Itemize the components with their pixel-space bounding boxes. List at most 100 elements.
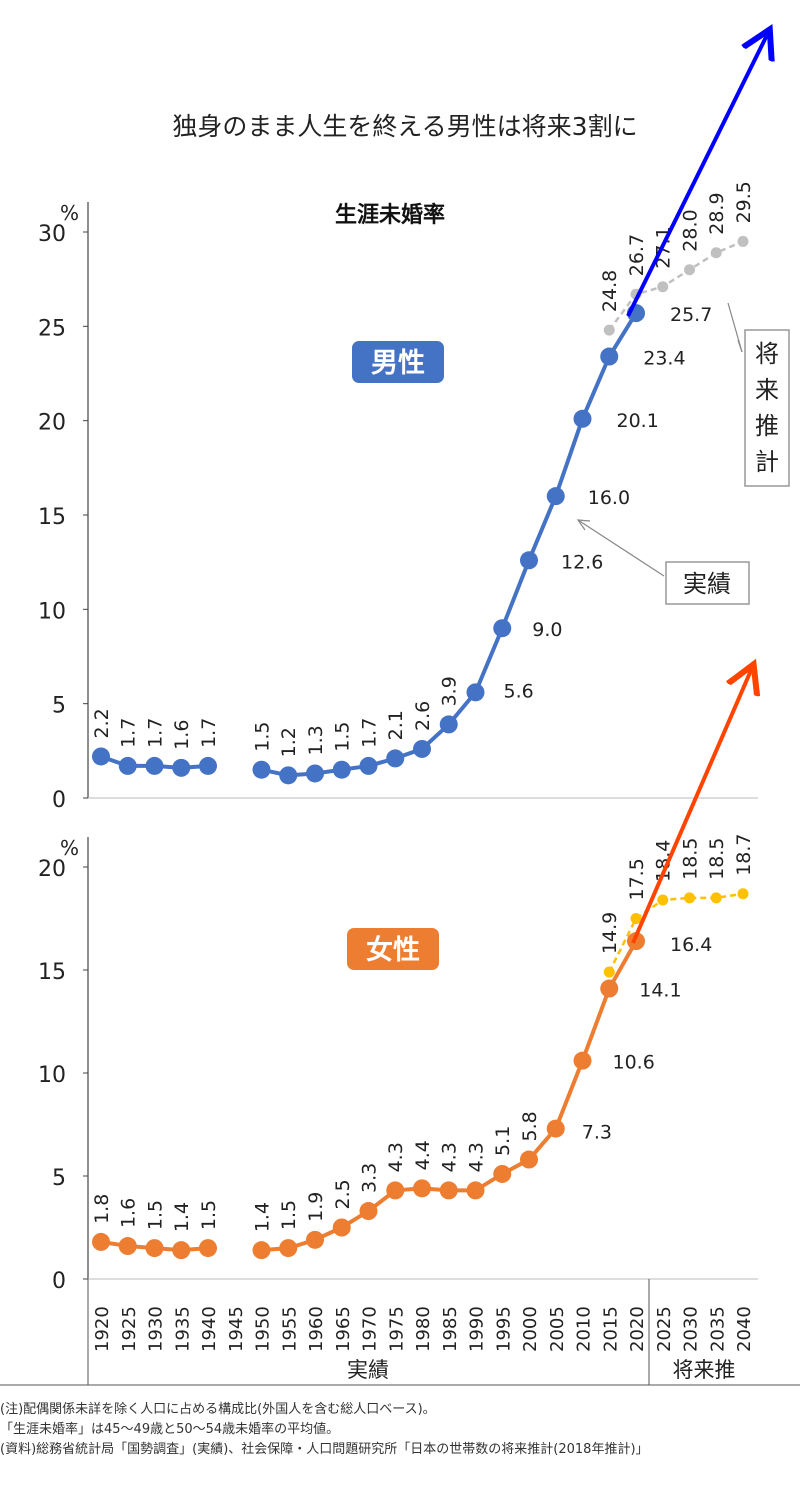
projection-legend-char: 将: [755, 340, 779, 368]
female-actual-point: [439, 1181, 458, 1200]
female-actual-point: [627, 932, 645, 951]
x-tick-label: 1920: [92, 1306, 113, 1352]
female-data-label: 4.3: [439, 1142, 461, 1172]
female-actual-point: [145, 1239, 164, 1258]
notes: (注)配偶関係未詳を除く人口に占める構成比(外国人を含む総人口ベース)。 「生涯…: [0, 1400, 800, 1460]
male-data-label: 1.5: [332, 721, 354, 751]
male-data-label: 1.5: [252, 721, 274, 751]
actual-legend-pointer: [577, 519, 665, 577]
x-tick-label: 1980: [413, 1306, 434, 1352]
female-actual-point: [546, 1119, 565, 1138]
female-y-tick-label: 5: [52, 1166, 66, 1191]
x-tick-label: 2025: [654, 1306, 675, 1352]
male-data-label: 3.9: [439, 676, 461, 706]
female-y-tick-label: 10: [38, 1063, 66, 1088]
male-actual-point: [199, 756, 217, 775]
male-actual-point: [252, 760, 271, 779]
female-data-label: 1.8: [91, 1194, 113, 1224]
female-trend-arrow: [631, 668, 752, 944]
male-y-tick-label: 20: [38, 411, 66, 436]
male-actual-point: [546, 487, 565, 506]
projection-legend-char: 推: [755, 412, 779, 440]
chart-svg: 独身のまま人生を終える男性は将来3割に 生涯未婚率 051015202530%2…: [0, 0, 800, 1386]
x-tick-label: 1970: [360, 1306, 381, 1352]
female-y-tick-label: 20: [38, 857, 66, 882]
male-actual-point: [600, 347, 619, 366]
female-data-label: 5.8: [519, 1111, 541, 1141]
x-tick-label: 1960: [306, 1306, 327, 1352]
female-y-tick-label: 0: [52, 1269, 66, 1294]
female-actual-point: [199, 1239, 217, 1258]
chart-title: 独身のまま人生を終える男性は将来3割に: [172, 112, 637, 141]
x-tick-label: 1945: [226, 1306, 247, 1352]
projection-legend-char: 来: [755, 376, 779, 404]
male-actual-point: [520, 551, 538, 570]
female-projection-label: 14.9: [599, 912, 621, 954]
female-data-label: 2.5: [332, 1179, 354, 1209]
male-label-badge: [352, 341, 444, 383]
male-projection-label: 28.9: [706, 192, 728, 234]
female-actual-point: [92, 1232, 110, 1251]
female-actual-point: [279, 1239, 298, 1258]
female-actual-point: [600, 979, 619, 998]
x-tick-label: 2000: [520, 1306, 541, 1352]
x-tick-label: 1925: [119, 1306, 140, 1352]
male-actual-point: [279, 766, 298, 785]
x-tick-label: 2040: [734, 1306, 755, 1352]
female-actual-point: [386, 1181, 405, 1200]
female-actual-point: [359, 1202, 378, 1221]
x-tick-label: 1930: [146, 1306, 167, 1352]
female-y-tick-label: 15: [38, 960, 66, 985]
male-data-label: 1.6: [171, 720, 193, 750]
female-actual-point: [493, 1164, 512, 1183]
male-actual-point: [386, 749, 405, 768]
female-data-label: 1.5: [278, 1200, 300, 1230]
male-data-label: 1.7: [145, 718, 167, 748]
female-projection-label: 18.4: [653, 840, 675, 882]
chart-subtitle: 生涯未婚率: [335, 202, 445, 228]
male-projection-point: [684, 264, 695, 276]
female-data-label: 1.6: [118, 1198, 140, 1228]
female-projection-label: 18.5: [706, 838, 728, 880]
note-line: 「生涯未婚率」は45〜49歳と50〜54歳未婚率の平均値。: [0, 1422, 340, 1437]
female-data-label: 7.3: [582, 1122, 612, 1144]
female-data-label: 3.3: [359, 1163, 381, 1193]
male-trend-arrow: [626, 33, 768, 317]
male-y-tick-label: 15: [38, 505, 66, 530]
male-actual-point: [359, 756, 378, 775]
female-actual-point: [520, 1150, 538, 1169]
female-label-badge: [347, 928, 439, 970]
x-tick-label: 1965: [333, 1306, 354, 1352]
male-data-label: 5.6: [504, 680, 534, 702]
female-projection-point: [684, 892, 695, 904]
male-projection-point: [710, 247, 722, 259]
x-tick-label: 1985: [440, 1306, 461, 1352]
projection-legend-box: [744, 329, 790, 487]
annotation-layer: 1920 1925 1930 1935 1940 1945 1950 1955 1960 1965…: [0, 33, 800, 1386]
actual-legend-box: [665, 561, 750, 605]
male-data-label: 25.7: [670, 304, 712, 326]
male-actual-point: [573, 409, 592, 428]
female-actual-point: [332, 1218, 351, 1237]
male-data-label: 1.7: [359, 718, 381, 748]
note-line: (資料)総務省統計局「国勢調査」(実績)、社会保障・人口問題研究所「日本の世帯数…: [0, 1442, 649, 1457]
x-tick-label: 2020: [627, 1306, 648, 1352]
footer-projection-label: 将来推: [673, 1358, 736, 1382]
male-actual-point: [306, 764, 324, 783]
female-data-label: 10.6: [613, 1052, 655, 1074]
male-data-label: 16.0: [588, 487, 630, 509]
female-data-label: 16.4: [670, 934, 712, 956]
female-data-label: 4.3: [466, 1142, 488, 1172]
male-y-tick-label: 10: [38, 599, 66, 624]
projection-legend-char: 計: [755, 448, 779, 476]
female-projection-label: 17.5: [626, 858, 648, 900]
male-data-label: 23.4: [643, 348, 685, 370]
female-data-label: 1.5: [145, 1200, 167, 1230]
footer-actual-label: 実績: [347, 1358, 389, 1382]
female-projection-point: [657, 894, 669, 906]
male-y-tick-label: 30: [38, 222, 66, 247]
male-data-label: 12.6: [561, 551, 603, 573]
male-data-label: 9.0: [532, 619, 562, 641]
x-tick-label: 2035: [707, 1306, 728, 1352]
